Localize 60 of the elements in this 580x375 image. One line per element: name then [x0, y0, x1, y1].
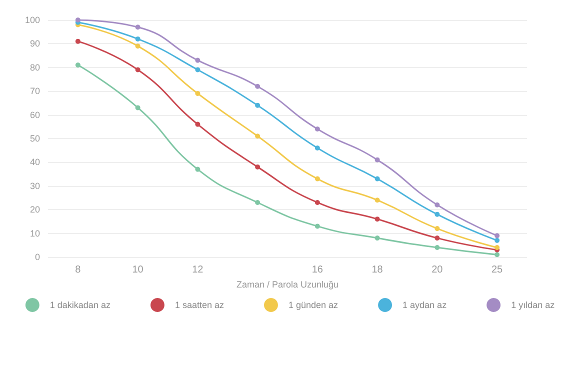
point	[374, 176, 380, 182]
point	[195, 122, 200, 127]
point	[255, 102, 260, 108]
x-tick-label: 25	[492, 264, 504, 276]
point	[135, 24, 140, 30]
legend-label: 1 dakikadan az	[50, 300, 111, 310]
point	[255, 134, 260, 139]
x-tick-label: 10	[132, 264, 144, 276]
point	[374, 198, 380, 203]
x-tick-label: 8	[75, 264, 82, 276]
y-tick-label: 100	[24, 15, 40, 25]
point	[434, 212, 440, 217]
point	[374, 157, 380, 162]
point	[255, 164, 260, 170]
point	[434, 226, 440, 232]
point	[75, 38, 80, 44]
y-tick-label: 10	[30, 228, 40, 238]
point	[494, 238, 500, 243]
point	[195, 67, 200, 72]
point	[135, 67, 140, 72]
x-tick-label: 16	[312, 264, 324, 276]
x-tick-label: 18	[372, 264, 384, 276]
y-tick-label: 70	[30, 86, 40, 96]
point	[494, 233, 500, 238]
point	[434, 202, 440, 208]
y-tick-label: 20	[30, 204, 40, 215]
point	[135, 36, 140, 42]
legend-label: 1 yıldan az	[511, 300, 556, 310]
y-tick-label: 50	[30, 134, 40, 144]
y-tick-label: 80	[30, 62, 40, 72]
point	[75, 62, 80, 68]
point	[314, 176, 320, 182]
point	[255, 200, 260, 205]
point	[434, 236, 440, 241]
point	[314, 200, 320, 205]
y-tick-label: 30	[30, 180, 40, 191]
point	[255, 84, 260, 89]
point	[135, 44, 140, 49]
y-tick-label: 90	[30, 38, 40, 49]
legend-label: 1 günden az	[288, 300, 339, 310]
y-tick-label: 60	[30, 110, 40, 120]
x-tick-label: 20	[432, 264, 444, 276]
y-tick-label: 40	[30, 157, 40, 168]
point	[314, 224, 320, 229]
point	[135, 105, 140, 110]
legend-label: 1 saatten az	[174, 300, 224, 310]
y-tick-label: 0	[34, 252, 40, 262]
point	[195, 58, 200, 63]
point	[494, 252, 500, 258]
point	[374, 216, 380, 222]
x-tick-label: 12	[192, 264, 204, 276]
legend-label: 1 aydan az	[402, 300, 448, 310]
point	[75, 18, 80, 22]
point	[195, 166, 200, 172]
point	[195, 90, 200, 96]
point	[434, 245, 440, 250]
point	[314, 145, 320, 150]
point	[314, 126, 320, 132]
x-axis-title: Zaman / Parola Uzunluğu	[236, 279, 339, 290]
point	[374, 236, 380, 241]
